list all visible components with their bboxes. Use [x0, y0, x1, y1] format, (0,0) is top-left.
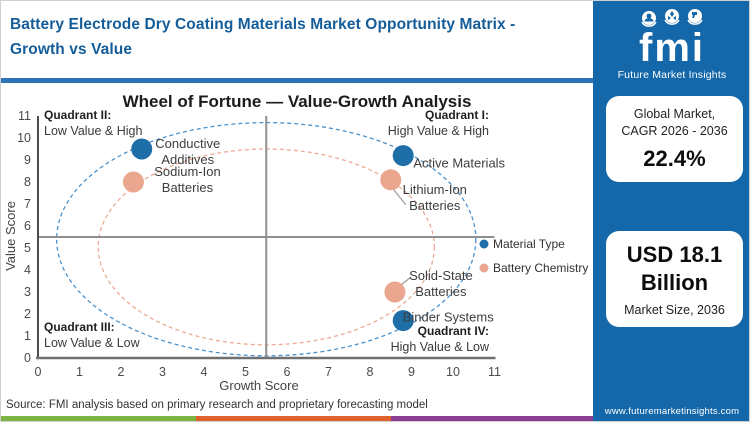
quadrant-label-quadrant-iv: Quadrant IV: — [418, 324, 489, 338]
chart-point-lithium-ion-batteries — [380, 169, 402, 191]
chart-point-binder-systems — [392, 310, 414, 332]
source-note: Source: FMI analysis based on primary re… — [6, 399, 428, 411]
chart-title: Wheel of Fortune — Value-Growth Analysis — [123, 92, 472, 111]
quadrant-sublabel-quadrant-i: High Value & High — [388, 124, 489, 138]
y-tick-label: 4 — [24, 263, 31, 277]
logo-wordmark: fmi — [639, 26, 705, 70]
chart-area: Wheel of Fortune — Value-Growth Analysis… — [1, 83, 593, 396]
x-tick-label: 5 — [242, 365, 249, 379]
y-tick-label: 0 — [24, 351, 31, 365]
strip-segment-orange — [196, 416, 391, 421]
x-tick-label: 1 — [76, 365, 83, 379]
y-tick-label: 3 — [24, 285, 31, 299]
x-tick-label: 11 — [488, 365, 501, 379]
person-icon — [641, 11, 657, 27]
point-label-conductive-additives: Conductive — [155, 136, 220, 151]
chart-point-solid-state-batteries — [384, 281, 406, 303]
y-tick-label: 6 — [24, 219, 31, 233]
page-title-line2: Growth vs Value — [10, 41, 133, 59]
y-axis-label: Value Score — [3, 201, 18, 271]
scatter-chart: Wheel of Fortune — Value-Growth Analysis… — [3, 92, 588, 393]
quadrant-label-quadrant-iii: Quadrant III: — [44, 320, 115, 334]
website-link[interactable]: www.futuremarketinsights.com — [604, 406, 740, 417]
point-label-active-materials: Active Materials — [413, 156, 505, 171]
chart-point-sodium-ion-batteries — [122, 171, 144, 193]
header: Battery Electrode Dry Coating Materials … — [1, 1, 593, 62]
y-tick-label: 11 — [18, 109, 31, 123]
point-label-solid-state-batteries: Solid-State — [409, 268, 473, 283]
y-tick-label: 1 — [24, 329, 31, 343]
legend-label-material-type: Material Type — [493, 237, 565, 251]
cagr-card: Global Market, CAGR 2026 - 2036 22.4% — [606, 96, 743, 182]
legend-swatch-battery-chemistry — [479, 263, 489, 273]
legend-swatch-material-type — [479, 239, 489, 249]
cagr-value: 22.4% — [643, 145, 706, 171]
fmi-logo: fmi Future Market Insights — [593, 8, 749, 81]
chart-point-active-materials — [392, 145, 414, 167]
point-label-lithium-ion-batteries: Batteries — [409, 198, 461, 213]
y-tick-label: 10 — [17, 131, 31, 145]
page-title-line1: Battery Electrode Dry Coating Materials … — [10, 16, 516, 33]
y-tick-label: 5 — [24, 241, 31, 255]
quadrant-label-quadrant-i: Quadrant I: — [425, 108, 489, 122]
market-size-value-line1: USD 18.1 — [626, 241, 723, 267]
logo-icon-row — [641, 9, 703, 27]
leader-line-solid-state-batteries — [400, 276, 412, 286]
strip-segment-green — [1, 416, 196, 421]
cagr-card-line1: Global Market, — [633, 107, 716, 121]
x-tick-label: 8 — [367, 365, 374, 379]
y-tick-label: 8 — [24, 175, 31, 189]
globe-icon — [687, 9, 703, 25]
x-tick-label: 2 — [118, 365, 125, 379]
x-tick-label: 10 — [446, 365, 460, 379]
point-label-binder-systems: Binder Systems — [403, 310, 495, 325]
legend-label-battery-chemistry: Battery Chemistry — [493, 261, 588, 275]
cagr-card-line2: CAGR 2026 - 2036 — [621, 123, 728, 138]
point-label-sodium-ion-batteries: Batteries — [162, 180, 214, 195]
x-tick-label: 3 — [159, 365, 166, 379]
quadrant-sublabel-quadrant-iv: High Value & Low — [391, 340, 490, 354]
logo-icons — [593, 8, 749, 30]
y-tick-label: 7 — [24, 197, 31, 211]
x-axis-label: Growth Score — [219, 378, 298, 393]
people-icon — [664, 9, 680, 25]
market-size-value-line2: Billion — [640, 270, 709, 296]
market-size-label: Market Size, 2036 — [624, 302, 725, 317]
footer-color-strip — [1, 416, 593, 421]
point-label-sodium-ion-batteries: Sodium-Ion — [154, 164, 220, 179]
x-tick-label: 9 — [408, 365, 415, 379]
y-tick-label: 2 — [24, 307, 31, 321]
strip-segment-purple — [391, 416, 593, 421]
chart-point-conductive-additives — [131, 138, 153, 160]
x-tick-label: 6 — [284, 365, 291, 379]
point-label-conductive-additives: Additives — [161, 152, 214, 167]
x-tick-label: 7 — [325, 365, 332, 379]
quadrant-sublabel-quadrant-ii: Low Value & High — [44, 124, 142, 138]
x-tick-label: 4 — [201, 365, 208, 379]
point-label-solid-state-batteries: Batteries — [415, 284, 467, 299]
source-row: Source: FMI analysis based on primary re… — [1, 396, 593, 416]
sidebar: fmi Future Market Insights Global Market… — [593, 1, 749, 421]
leader-line-lithium-ion-batteries — [393, 189, 407, 206]
x-tick-label: 0 — [35, 365, 42, 379]
main-panel: Battery Electrode Dry Coating Materials … — [1, 1, 593, 421]
logo-subtext: Future Market Insights — [617, 69, 727, 81]
market-size-card: USD 18.1 Billion Market Size, 2036 — [606, 230, 743, 327]
y-tick-label: 9 — [24, 153, 31, 167]
point-label-lithium-ion-batteries: Lithium-Ion — [403, 182, 467, 197]
header-divider — [1, 78, 593, 83]
quadrant-sublabel-quadrant-iii: Low Value & Low — [44, 336, 141, 350]
quadrant-label-quadrant-ii: Quadrant II: — [44, 108, 111, 122]
